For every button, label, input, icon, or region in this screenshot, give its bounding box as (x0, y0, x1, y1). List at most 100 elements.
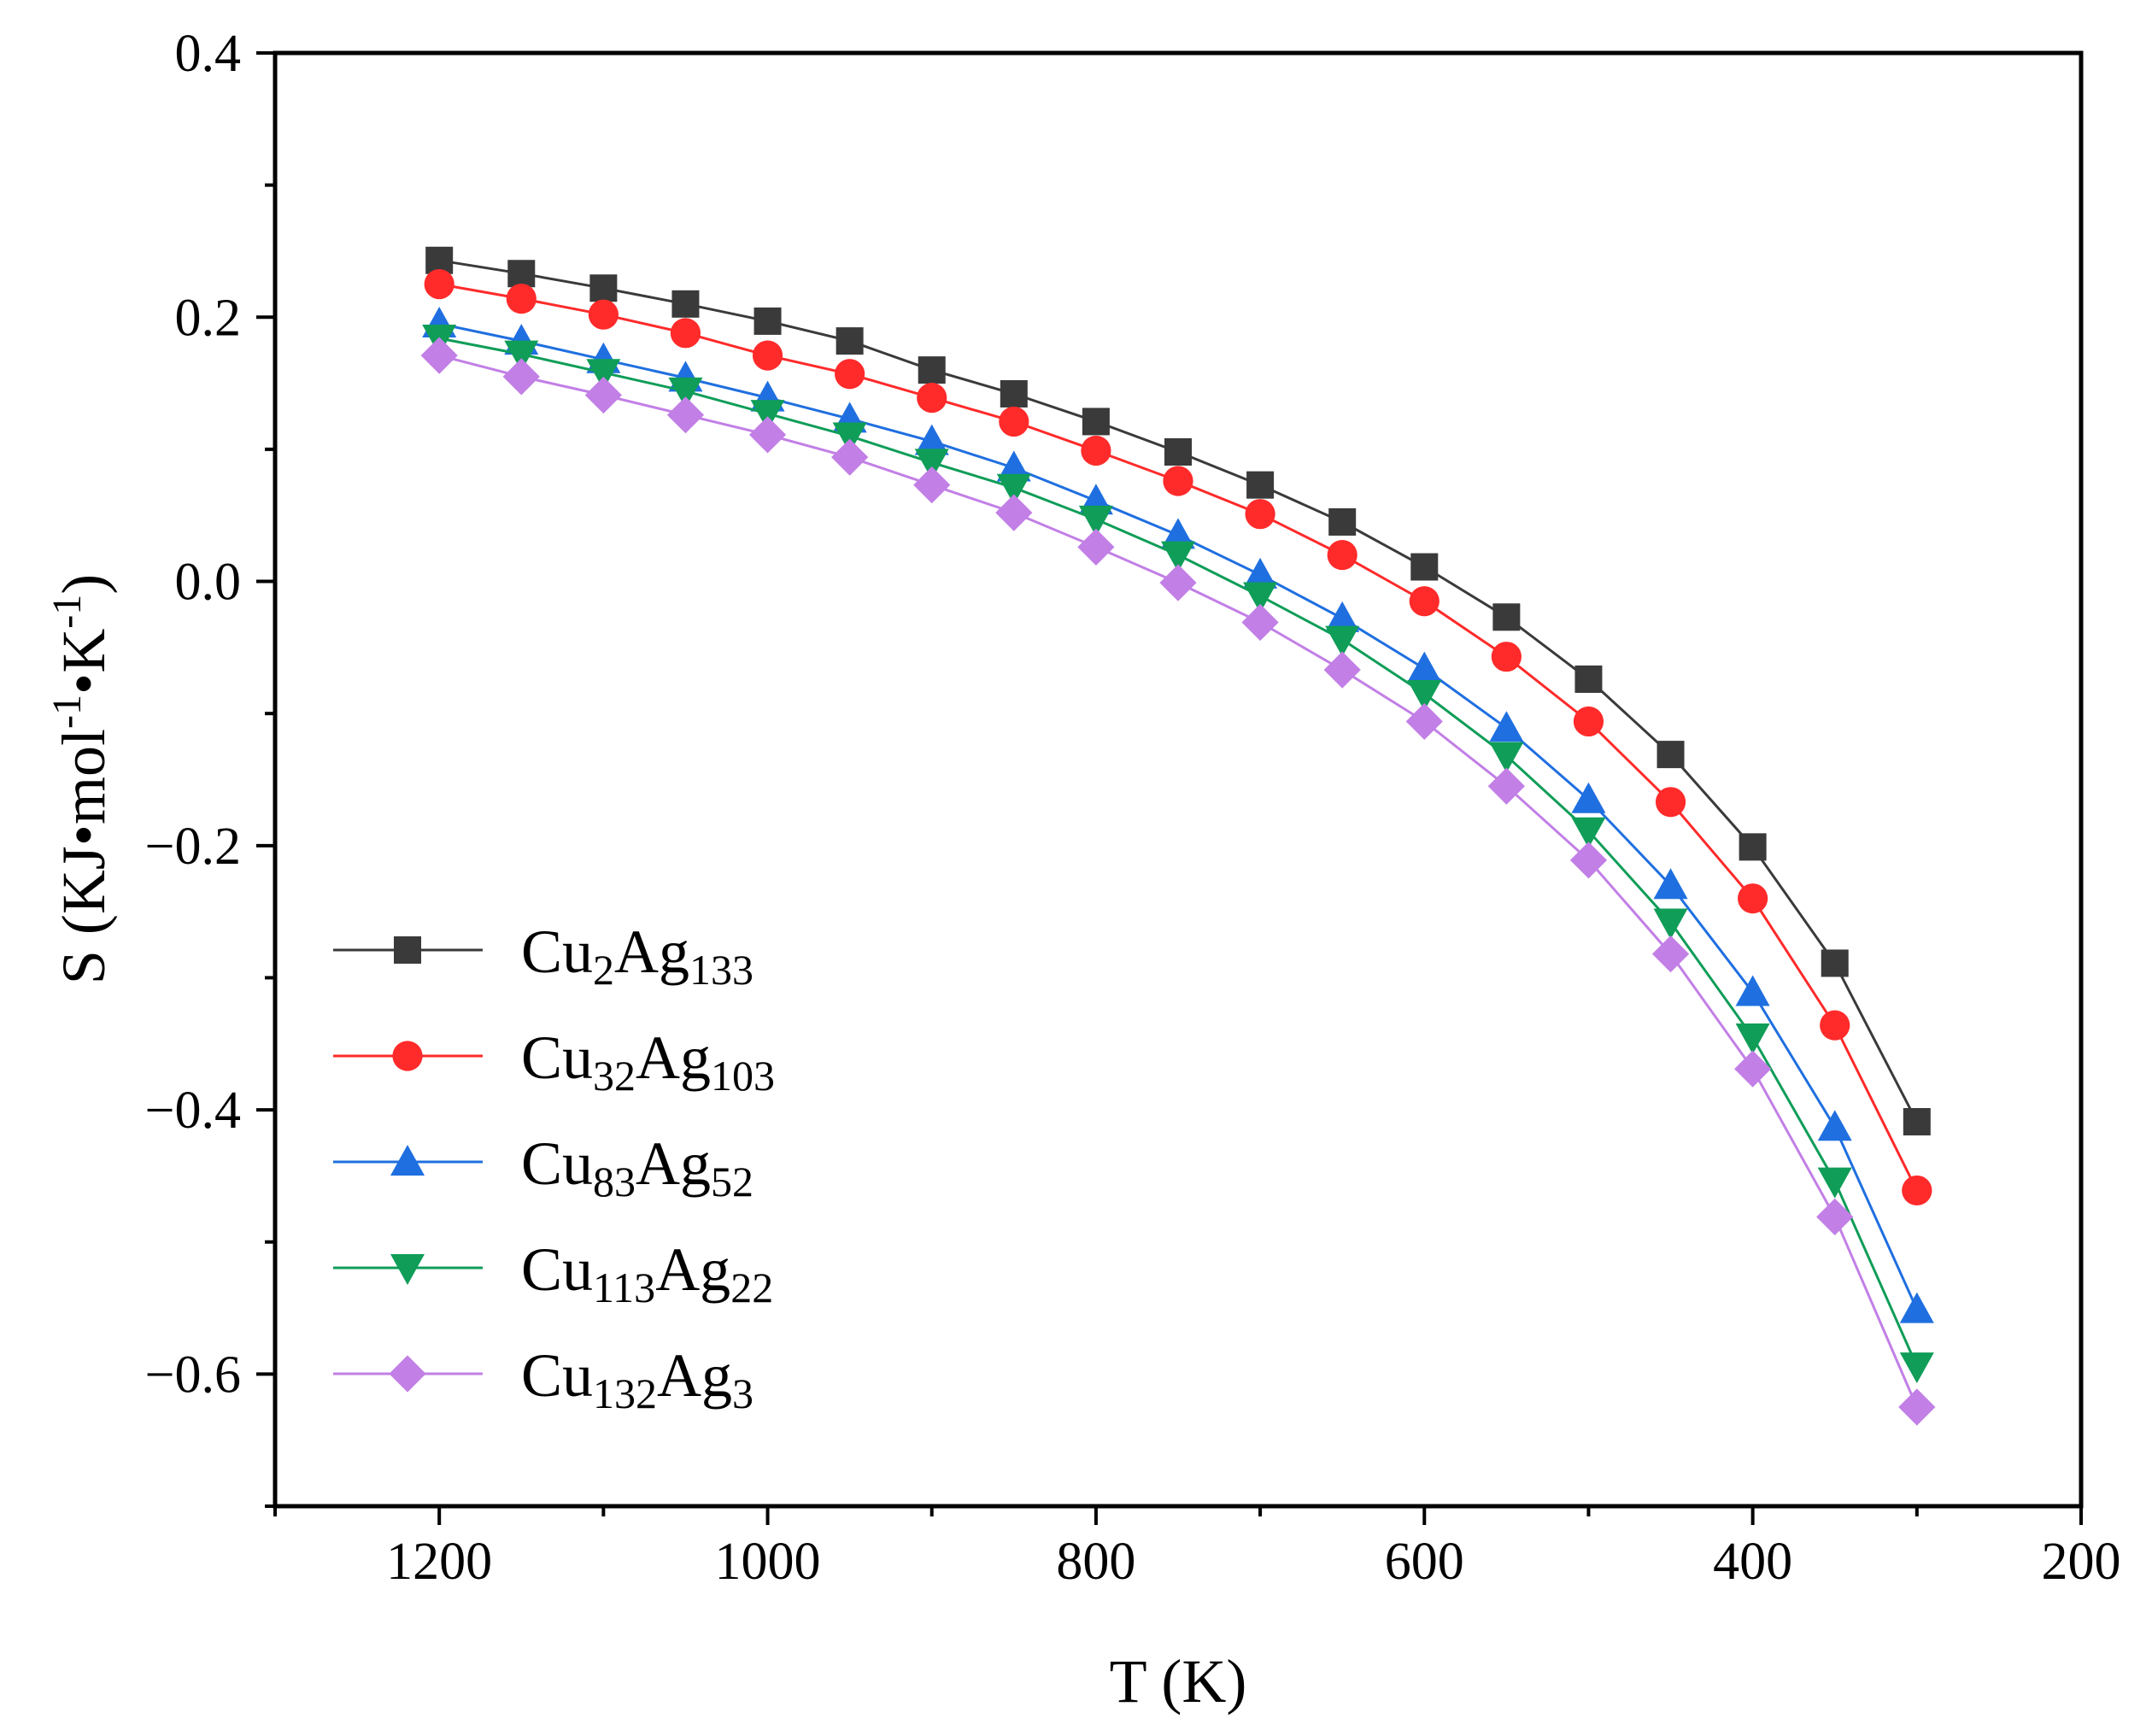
data-point (1902, 1175, 1932, 1206)
data-point (1571, 782, 1606, 813)
data-point (1738, 883, 1768, 914)
x-tick-label: 600 (1385, 1533, 1464, 1591)
data-point (1407, 651, 1442, 683)
data-point (1082, 408, 1110, 436)
data-point (1569, 842, 1608, 879)
data-point (586, 359, 621, 390)
data-point (1409, 586, 1440, 617)
legend-label: Cu132Ag3 (521, 1341, 753, 1417)
data-point (1734, 1050, 1772, 1088)
data-point (748, 416, 787, 454)
data-point (1405, 702, 1443, 741)
data-point (1161, 518, 1195, 549)
data-point (666, 396, 705, 434)
series-layer (420, 246, 1936, 1426)
data-point (1735, 975, 1770, 1006)
data-point (752, 340, 783, 371)
data-point (1163, 466, 1193, 496)
data-point (1903, 1108, 1931, 1136)
data-point (1243, 557, 1278, 589)
data-point (424, 269, 454, 300)
data-point (1077, 528, 1115, 566)
data-point (914, 424, 949, 455)
x-tick-label: 400 (1713, 1533, 1792, 1591)
data-point (831, 438, 869, 476)
series-Cu132Ag3 (420, 337, 1936, 1426)
x-tick-label: 1000 (715, 1533, 821, 1591)
data-point (1161, 541, 1195, 572)
data-point (1000, 379, 1028, 408)
data-point (996, 450, 1031, 482)
data-point (835, 359, 865, 390)
legend-label: Cu83Ag52 (521, 1129, 753, 1205)
x-tick-label: 800 (1056, 1533, 1135, 1591)
data-point (1571, 817, 1606, 848)
data-point (1489, 711, 1524, 742)
data-point (1491, 642, 1522, 672)
data-point (1489, 742, 1524, 773)
legend-item: Cu2Ag133 (333, 918, 753, 994)
data-point (1653, 868, 1688, 900)
data-point (1078, 505, 1113, 537)
data-point (836, 327, 864, 355)
data-point (1325, 601, 1360, 632)
data-point (420, 337, 458, 374)
data-point (1159, 564, 1197, 601)
data-point (1407, 679, 1442, 711)
data-point (1243, 582, 1278, 613)
x-tick-label: 200 (2042, 1533, 2121, 1591)
data-point (1487, 767, 1525, 805)
data-point (1816, 1198, 1854, 1235)
data-point (1574, 665, 1603, 693)
data-point (914, 449, 949, 480)
data-point (1899, 1292, 1934, 1323)
data-point (999, 406, 1029, 437)
data-point (1820, 1010, 1850, 1041)
series-Cu2Ag133 (425, 246, 1931, 1136)
x-tick-label: 1200 (386, 1533, 492, 1591)
series-Cu113Ag22 (422, 325, 1934, 1384)
data-point (917, 383, 947, 413)
data-point (1899, 1352, 1934, 1384)
data-point (996, 473, 1031, 505)
data-point (1164, 438, 1192, 466)
data-point (1821, 949, 1849, 977)
plot-frame (273, 50, 2084, 1509)
data-point (832, 422, 867, 454)
legend-marker (389, 1355, 426, 1393)
data-point (1246, 471, 1275, 499)
data-point (1241, 603, 1279, 642)
data-point (1245, 499, 1275, 530)
legend-marker (390, 1254, 425, 1285)
legend-marker (390, 1145, 425, 1176)
data-point (1657, 741, 1685, 769)
data-point (1410, 553, 1439, 581)
legend: Cu2Ag133 Cu32Ag103 Cu83Ag52 Cu113Ag22 Cu132A… (333, 918, 775, 1417)
y-tick-label: −0.2 (145, 818, 241, 876)
data-point (1655, 787, 1686, 818)
x-axis-label: T (K) (1110, 1647, 1247, 1715)
data-point (1817, 1167, 1852, 1199)
data-point (671, 290, 700, 318)
legend-label: Cu32Ag103 (521, 1023, 775, 1100)
data-point (913, 466, 951, 504)
data-point (502, 358, 540, 396)
legend-item: Cu32Ag103 (333, 1023, 775, 1100)
y-tick-label: 0.2 (175, 289, 242, 347)
series-Cu32Ag103 (424, 269, 1932, 1206)
data-point (750, 400, 785, 431)
data-point (504, 340, 539, 372)
data-point (668, 377, 703, 408)
y-tick-label: −0.4 (145, 1082, 241, 1140)
data-point (589, 274, 618, 302)
legend-item: Cu132Ag3 (333, 1341, 753, 1417)
data-point (1817, 1110, 1852, 1141)
data-point (1323, 651, 1361, 689)
data-point (1653, 908, 1688, 940)
data-point (506, 284, 537, 314)
data-point (1573, 706, 1604, 737)
y-tick-label: 0.4 (175, 25, 242, 83)
data-point (753, 307, 782, 335)
data-point (1492, 603, 1521, 631)
data-point (1735, 1023, 1770, 1055)
